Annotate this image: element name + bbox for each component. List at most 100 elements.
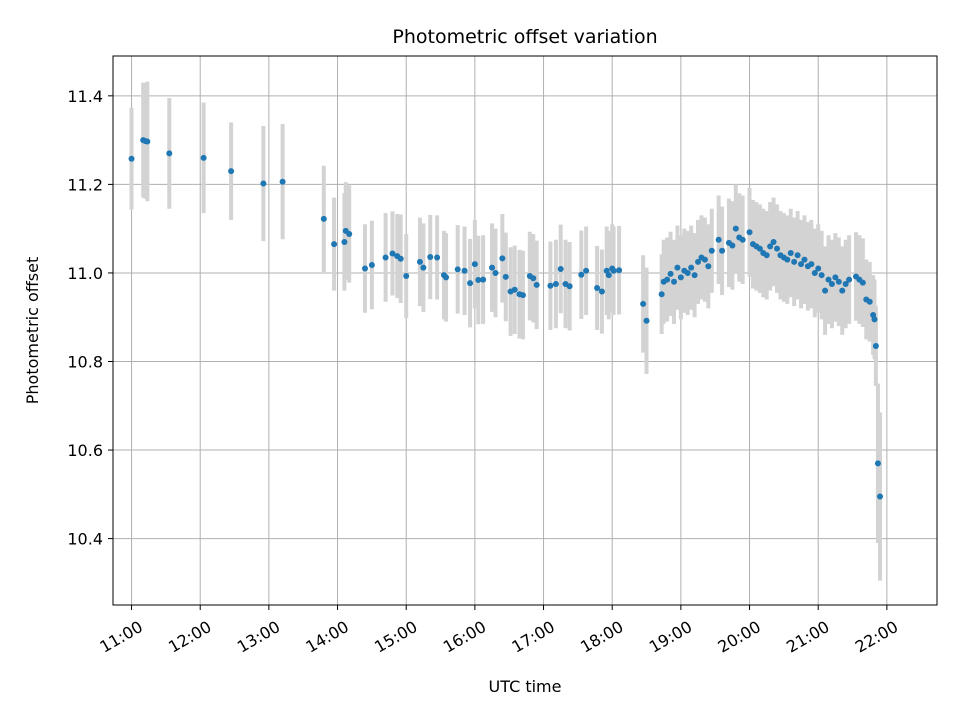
data-point <box>818 272 825 279</box>
data-point <box>547 282 554 289</box>
data-point <box>471 261 478 268</box>
data-point <box>688 264 695 271</box>
data-point <box>658 291 665 298</box>
data-point <box>416 258 423 265</box>
x-axis-label: UTC time <box>489 677 562 696</box>
data-point <box>454 266 461 273</box>
data-point <box>801 256 808 263</box>
data-point <box>519 292 526 299</box>
data-point <box>729 242 736 249</box>
data-point <box>420 264 427 271</box>
y-tick-label: 10.6 <box>67 441 103 460</box>
data-points <box>128 137 884 500</box>
data-point <box>877 493 884 500</box>
data-point <box>403 273 410 280</box>
data-point <box>260 180 267 187</box>
data-point <box>732 225 739 232</box>
data-point <box>128 155 135 162</box>
data-point <box>822 287 829 294</box>
data-point <box>871 316 878 323</box>
data-point <box>594 284 601 291</box>
data-point <box>763 252 770 259</box>
data-point <box>667 270 674 277</box>
y-tick-label: 11.2 <box>67 175 103 194</box>
data-point <box>866 298 873 305</box>
data-point <box>475 277 482 284</box>
data-point <box>397 255 404 262</box>
data-point <box>705 263 712 270</box>
data-point <box>467 280 474 287</box>
data-point <box>533 281 540 288</box>
y-tick-label: 10.8 <box>67 352 103 371</box>
data-point <box>746 229 753 236</box>
data-point <box>872 342 879 349</box>
data-point <box>530 275 537 282</box>
data-point <box>874 460 881 467</box>
data-point <box>859 279 866 286</box>
data-point <box>842 281 849 288</box>
data-point <box>480 276 487 283</box>
data-point <box>794 252 801 259</box>
data-point <box>719 247 726 254</box>
data-point <box>808 261 815 268</box>
data-point <box>598 288 605 295</box>
data-point <box>200 154 207 161</box>
data-point <box>341 238 348 245</box>
grid <box>113 56 937 605</box>
data-point <box>835 278 842 285</box>
data-point <box>767 243 774 250</box>
data-point <box>616 267 623 274</box>
plot-frame <box>112 55 938 606</box>
data-point <box>511 286 518 293</box>
data-point <box>770 238 777 245</box>
data-point <box>382 254 389 261</box>
data-point <box>787 250 794 257</box>
data-point <box>756 245 763 252</box>
data-point <box>846 276 853 283</box>
data-point <box>492 269 499 276</box>
data-point <box>499 255 506 262</box>
data-point <box>708 247 715 254</box>
data-point <box>346 230 353 237</box>
data-point <box>320 215 327 222</box>
y-tick-label: 10.4 <box>67 530 103 549</box>
data-point <box>815 265 822 272</box>
data-point <box>701 256 708 263</box>
data-point <box>695 258 702 265</box>
y-axis-ticks: 10.4 10.6 10.8 11.0 11.2 11.4 <box>67 87 113 549</box>
data-point <box>791 258 798 265</box>
data-point <box>443 274 450 281</box>
data-point <box>832 274 839 281</box>
data-point <box>828 281 835 288</box>
data-point <box>784 256 791 263</box>
y-tick-label: 11.0 <box>67 264 103 283</box>
y-axis-label: Photometric offset <box>23 257 42 405</box>
data-point <box>684 269 691 276</box>
data-point <box>610 267 617 274</box>
data-point <box>502 273 509 280</box>
data-point <box>739 236 746 243</box>
data-point <box>677 274 684 281</box>
data-point <box>368 261 375 268</box>
data-point <box>691 272 698 279</box>
data-point <box>461 267 468 274</box>
data-point <box>331 241 338 248</box>
data-point <box>798 261 805 268</box>
data-point <box>839 287 846 294</box>
data-point <box>566 283 573 290</box>
data-point <box>674 264 681 271</box>
data-point <box>166 150 173 157</box>
data-point <box>362 265 369 272</box>
data-point <box>583 267 590 274</box>
data-point <box>671 278 678 285</box>
data-point <box>228 168 235 175</box>
data-point <box>552 281 559 288</box>
data-point <box>640 300 647 307</box>
data-point <box>144 138 151 145</box>
data-point <box>825 276 832 283</box>
data-point <box>489 264 496 271</box>
data-point <box>427 254 434 261</box>
data-point <box>643 317 650 324</box>
